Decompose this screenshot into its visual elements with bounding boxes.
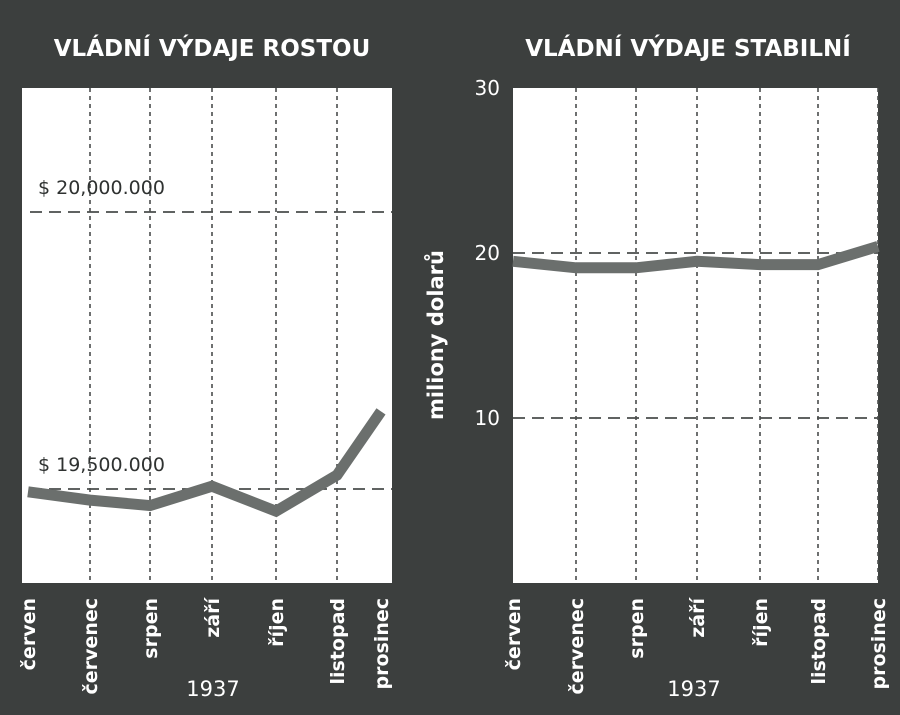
right-x-tick-label: srpen (626, 598, 648, 659)
right-y-tick-label: 10 (475, 406, 500, 430)
left-year-label: 1937 (186, 677, 239, 701)
left-ref-label-20m: $ 20,000.000 (38, 177, 165, 199)
right-x-tick-label: září (687, 597, 709, 638)
right-x-tick-label: červenec (566, 598, 588, 694)
left-chart: VLÁDNÍ VÝDAJE ROSTOU $ 20,000.000 $ 19,5… (18, 34, 393, 701)
right-y-tick-label: 30 (475, 76, 500, 100)
left-x-tick-label: listopad (327, 598, 349, 685)
right-chart: VLÁDNÍ VÝDAJE STABILNÍ 10 20 30 miliony do… (424, 34, 890, 701)
left-chart-title: VLÁDNÍ VÝDAJE ROSTOU (54, 34, 371, 62)
right-series-line (512, 241, 880, 274)
right-x-tick-label: listopad (808, 598, 830, 685)
right-plot-area (513, 88, 878, 583)
right-x-tick-label: červen (503, 598, 525, 670)
right-y-axis-label: miliony dolarů (424, 250, 448, 420)
right-year-label: 1937 (667, 677, 720, 701)
right-x-tick-label: prosinec (868, 598, 890, 690)
left-ref-label-19-5m: $ 19,500.000 (38, 454, 165, 476)
left-x-tick-label: červen (18, 598, 40, 670)
left-x-tick-label: září (202, 597, 224, 638)
right-y-tick-label: 20 (475, 241, 500, 265)
left-x-tick-label: srpen (140, 598, 162, 659)
left-x-tick-label: říjen (266, 598, 288, 647)
left-series-line (27, 408, 386, 518)
left-x-tick-label: prosinec (371, 598, 393, 690)
left-x-tick-label: červenec (80, 598, 102, 694)
right-x-tick-label: říjen (750, 598, 772, 647)
right-chart-title: VLÁDNÍ VÝDAJE STABILNÍ (525, 34, 851, 62)
